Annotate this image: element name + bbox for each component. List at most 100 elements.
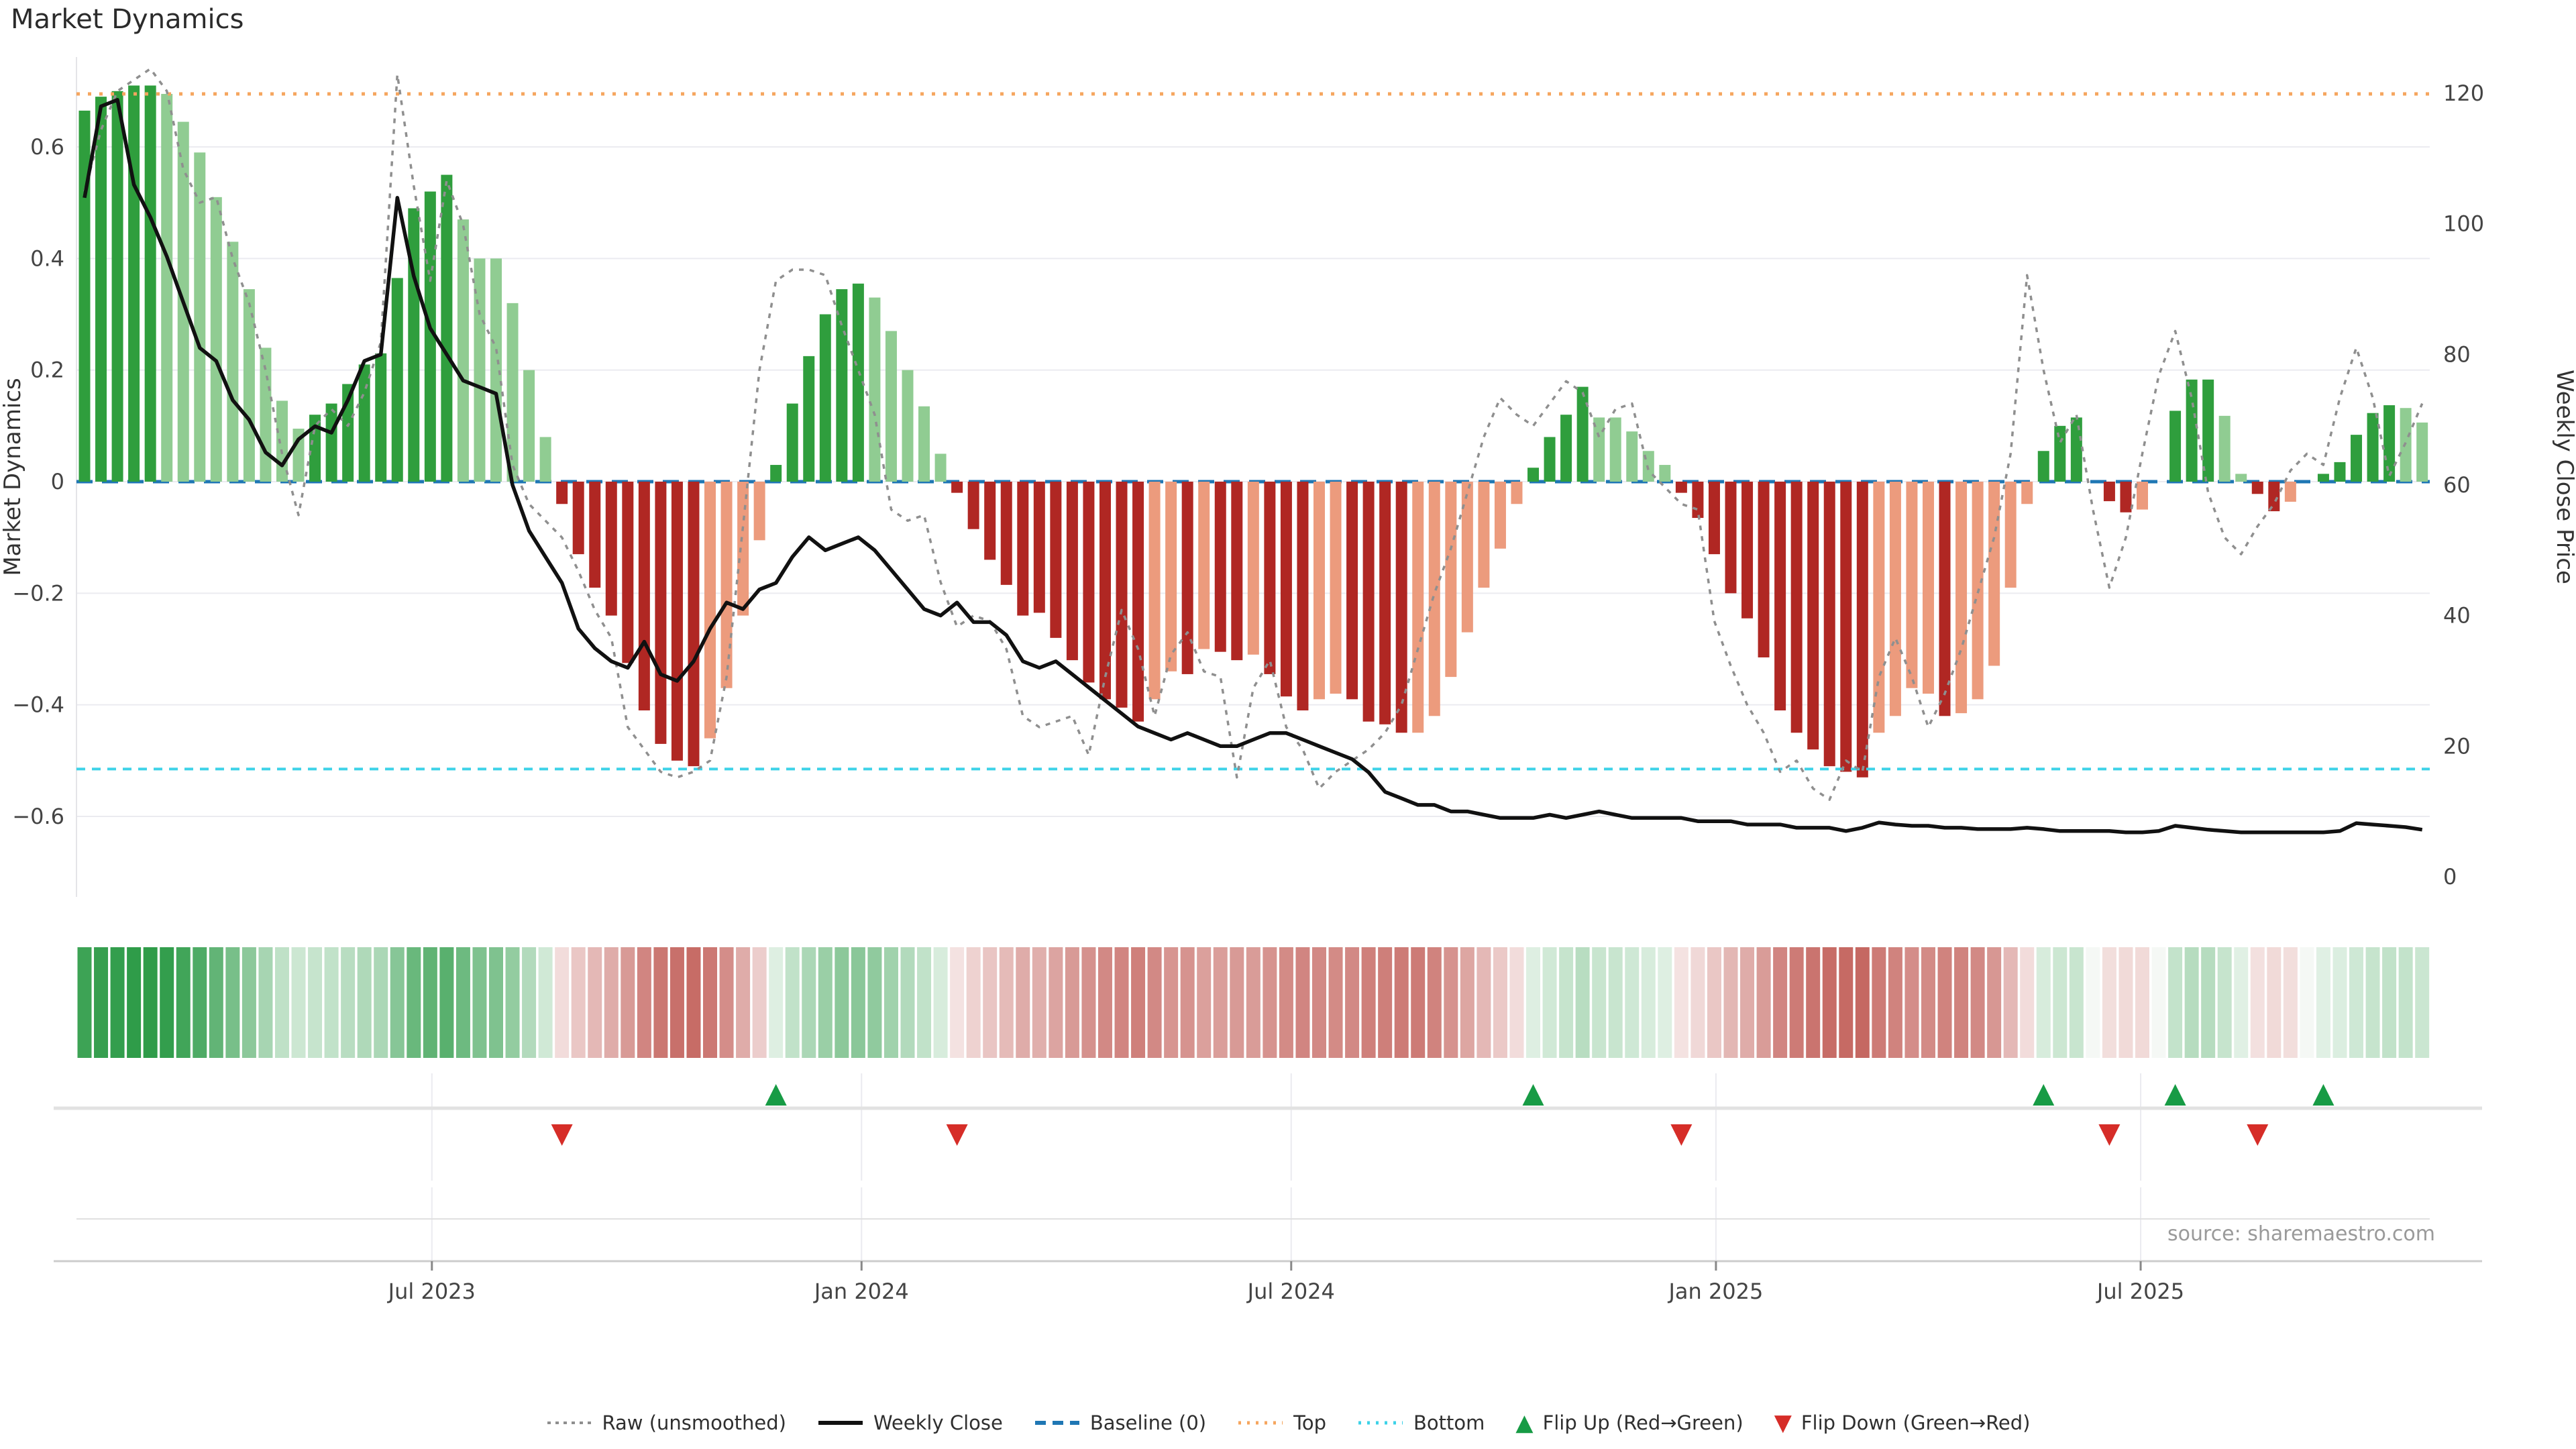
dynamics-bar	[1461, 482, 1473, 633]
dynamics-bar	[1165, 482, 1177, 672]
heat-cell	[1954, 947, 1969, 1058]
dynamics-bar	[2268, 482, 2280, 512]
dynamics-bar	[210, 197, 222, 482]
heat-cell	[1328, 947, 1343, 1058]
heat-cell	[1246, 947, 1260, 1058]
dynamics-bar	[688, 482, 700, 767]
heat-cell	[1114, 947, 1129, 1058]
heat-cell	[1444, 947, 1458, 1058]
legend-label: Raw (unsmoothed)	[602, 1411, 786, 1434]
heat-cell	[1822, 947, 1837, 1058]
top-legend-swatch	[1238, 1421, 1283, 1425]
legend-item-baseline: Baseline (0)	[1034, 1411, 1206, 1434]
heat-cell	[752, 947, 767, 1058]
heat-cell	[505, 947, 520, 1058]
legend-label: Top	[1293, 1411, 1327, 1434]
heat-cell	[1509, 947, 1524, 1058]
flip-up-marker	[1522, 1084, 1544, 1106]
heat-cell	[883, 947, 898, 1058]
dynamics-bar	[589, 482, 601, 588]
heat-cell	[2201, 947, 2216, 1058]
dynamics-bar	[1445, 482, 1457, 678]
dynamics-bar	[1856, 482, 1868, 777]
baseline-legend-swatch	[1034, 1421, 1079, 1425]
heat-cell	[1213, 947, 1228, 1058]
heat-cell	[1542, 947, 1557, 1058]
heat-cell	[1608, 947, 1623, 1058]
dynamics-bar	[1050, 482, 1062, 638]
heat-cell	[209, 947, 223, 1058]
heat-cell	[258, 947, 273, 1058]
legend-item-close: Weekly Close	[817, 1411, 1003, 1434]
heat-cell	[1230, 947, 1244, 1058]
dynamics-bar	[819, 314, 831, 482]
right-axis-title: Weekly Close Price	[2551, 370, 2576, 584]
heat-cell	[1872, 947, 1886, 1058]
heat-cell	[2415, 947, 2430, 1058]
dynamics-bar	[128, 85, 140, 482]
heat-cell	[1526, 947, 1541, 1058]
heat-cell	[983, 947, 998, 1058]
heat-cell	[1625, 947, 1640, 1058]
left-axis-title: Market Dynamics	[0, 378, 26, 576]
heat-cell	[1032, 947, 1046, 1058]
dynamics-bar	[227, 241, 239, 482]
dynamics-bar	[1066, 482, 1078, 661]
heat-cell	[736, 947, 751, 1058]
heat-cell	[2053, 947, 2068, 1058]
source-note: source: sharemaestro.com	[2167, 1222, 2435, 1246]
heat-cell	[835, 947, 849, 1058]
dynamics-bar	[1889, 482, 1901, 716]
heat-cell	[2332, 947, 2347, 1058]
heat-cell	[1131, 947, 1146, 1058]
heat-cell	[703, 947, 718, 1058]
heat-cell	[2300, 947, 2314, 1058]
page-title: Market Dynamics	[11, 4, 244, 35]
heat-cell	[966, 947, 981, 1058]
dynamics-bar	[1823, 482, 1835, 767]
heat-cell	[867, 947, 882, 1058]
dynamics-bar	[852, 283, 864, 482]
heat-cell	[1707, 947, 1721, 1058]
dynamics-bar	[2383, 405, 2396, 482]
legend-label: Flip Down (Green→Red)	[1801, 1411, 2031, 1434]
flip-down-marker	[2098, 1124, 2121, 1146]
heat-cell	[1987, 947, 2002, 1058]
flip-down-marker	[2247, 1124, 2269, 1146]
dynamics-bar	[1181, 482, 1193, 674]
heat-cell	[1493, 947, 1507, 1058]
legend-item-raw: Raw (unsmoothed)	[546, 1411, 786, 1434]
heat-cell	[851, 947, 865, 1058]
dynamics-bar	[1873, 482, 1885, 733]
dynamics-bar	[951, 482, 963, 493]
dynamics-bar	[375, 353, 387, 482]
dynamics-bar	[95, 97, 107, 482]
legend-item-top: Top	[1237, 1411, 1326, 1434]
dynamics-bar	[243, 289, 255, 482]
dynamics-bar	[2251, 482, 2263, 494]
dynamics-bar	[1725, 482, 1737, 594]
heat-cell	[1773, 947, 1788, 1058]
dynamics-bar	[1609, 417, 1621, 482]
legend-item-flip-up: ▲ Flip Up (Red→Green)	[1515, 1411, 1743, 1434]
dynamics-bar	[1280, 482, 1292, 697]
dynamics-bar	[358, 364, 370, 482]
dynamics-bar	[737, 482, 749, 616]
dynamics-bar	[1116, 482, 1128, 708]
heat-cell	[291, 947, 306, 1058]
dynamics-bar	[2416, 422, 2428, 482]
flip-up-marker	[2312, 1084, 2334, 1106]
heat-cell	[2135, 947, 2149, 1058]
heat-cell	[1378, 947, 1393, 1058]
heat-cell	[1016, 947, 1030, 1058]
legend-label: Flip Up (Red→Green)	[1542, 1411, 1743, 1434]
heat-cell	[2036, 947, 2051, 1058]
dynamics-bar	[720, 482, 733, 688]
heat-cell	[1641, 947, 1656, 1058]
dynamics-bar	[424, 191, 436, 482]
heat-cell	[917, 947, 932, 1058]
dynamics-bar	[934, 453, 947, 482]
legend-item-bottom: Bottom	[1357, 1411, 1485, 1434]
